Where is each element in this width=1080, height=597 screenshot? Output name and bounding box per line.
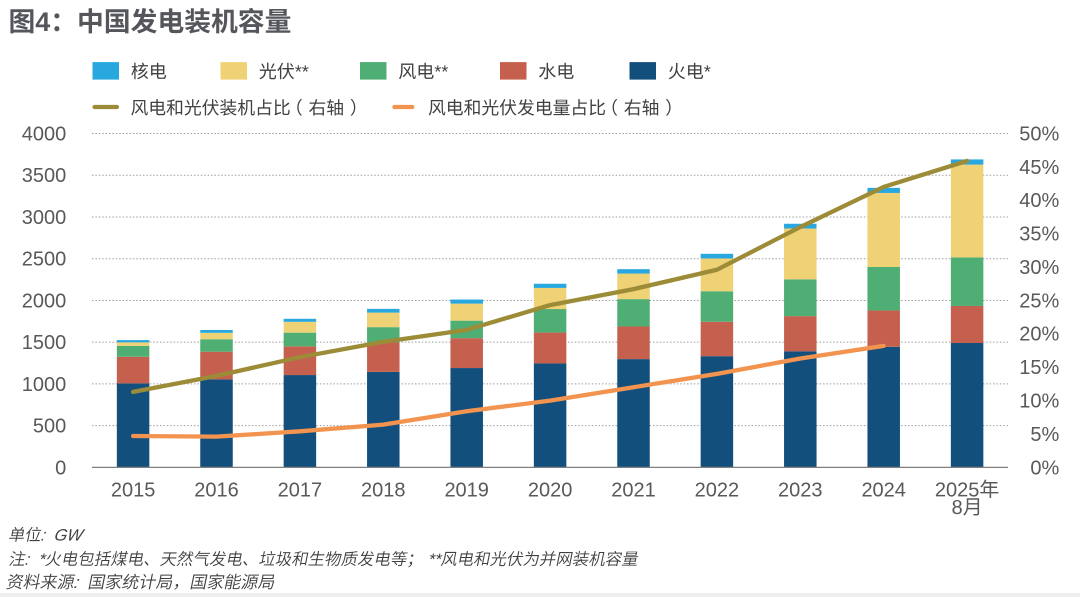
svg-text:2016: 2016	[194, 479, 239, 501]
svg-text:50%: 50%	[1019, 123, 1059, 145]
svg-text:20%: 20%	[1019, 324, 1059, 346]
svg-text:10%: 10%	[1019, 390, 1059, 412]
svg-text:3500: 3500	[22, 165, 67, 187]
svg-text:4000: 4000	[22, 123, 67, 145]
svg-text:500: 500	[33, 416, 66, 438]
svg-text:40%: 40%	[1019, 190, 1059, 212]
svg-text:1500: 1500	[22, 332, 67, 354]
svg-text:35%: 35%	[1019, 224, 1059, 246]
svg-text:2015: 2015	[111, 479, 156, 501]
svg-text:2023: 2023	[778, 479, 823, 501]
svg-text:3000: 3000	[22, 207, 67, 229]
svg-text:25%: 25%	[1019, 290, 1059, 312]
svg-text:2021: 2021	[611, 479, 656, 501]
svg-text:5%: 5%	[1030, 424, 1059, 446]
svg-text:2022: 2022	[695, 479, 740, 501]
svg-text:2000: 2000	[22, 290, 67, 312]
svg-text:2024: 2024	[861, 479, 906, 501]
svg-text:2500: 2500	[22, 249, 67, 271]
svg-text:30%: 30%	[1019, 257, 1059, 279]
svg-text:45%: 45%	[1019, 157, 1059, 179]
svg-text:15%: 15%	[1019, 357, 1059, 379]
svg-text:2020: 2020	[528, 479, 573, 501]
svg-text:2019: 2019	[444, 479, 489, 501]
svg-text:0%: 0%	[1030, 457, 1059, 479]
svg-text:0: 0	[55, 457, 66, 479]
svg-text:1000: 1000	[22, 374, 67, 396]
svg-text:2017: 2017	[278, 479, 323, 501]
svg-text:2018: 2018	[361, 479, 406, 501]
